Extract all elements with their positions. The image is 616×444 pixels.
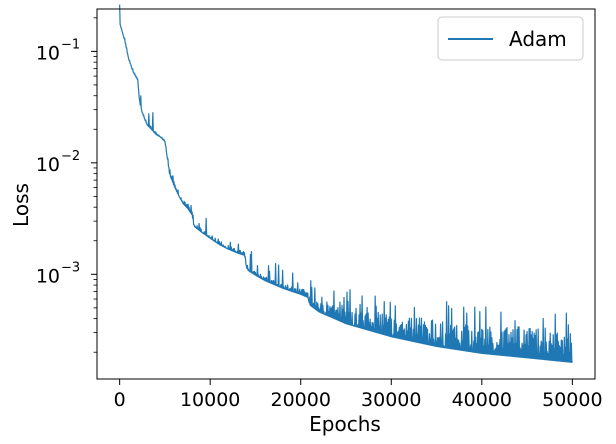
x-axis-label: Epochs (309, 412, 381, 436)
x-tick-label: 10000 (180, 389, 240, 411)
plot-area (119, 4, 573, 363)
y-tick-label: 10 (36, 42, 60, 64)
legend-label-adam: Adam (509, 27, 567, 51)
x-tick-label: 30000 (361, 389, 421, 411)
legend: Adam (437, 16, 584, 61)
series-adam-line (119, 4, 573, 363)
y-tick-label: 10 (36, 154, 60, 176)
y-tick-label: 10 (36, 265, 60, 287)
x-tick-label: 50000 (542, 389, 602, 411)
x-tick-label: 0 (114, 389, 126, 411)
y-tick-exponent: −2 (61, 149, 80, 164)
legend-box (437, 16, 584, 61)
y-tick-exponent: −1 (61, 37, 80, 52)
y-axis-label: Loss (9, 183, 33, 227)
x-tick-label: 20000 (271, 389, 331, 411)
y-axis-ticks: 10−310−210−1 (36, 17, 97, 353)
plot-frame (96, 8, 596, 380)
x-tick-label: 40000 (452, 389, 512, 411)
y-tick-exponent: −3 (61, 260, 80, 275)
x-axis-ticks: 0 10000 20000 30000 40000 50000 (114, 379, 603, 411)
